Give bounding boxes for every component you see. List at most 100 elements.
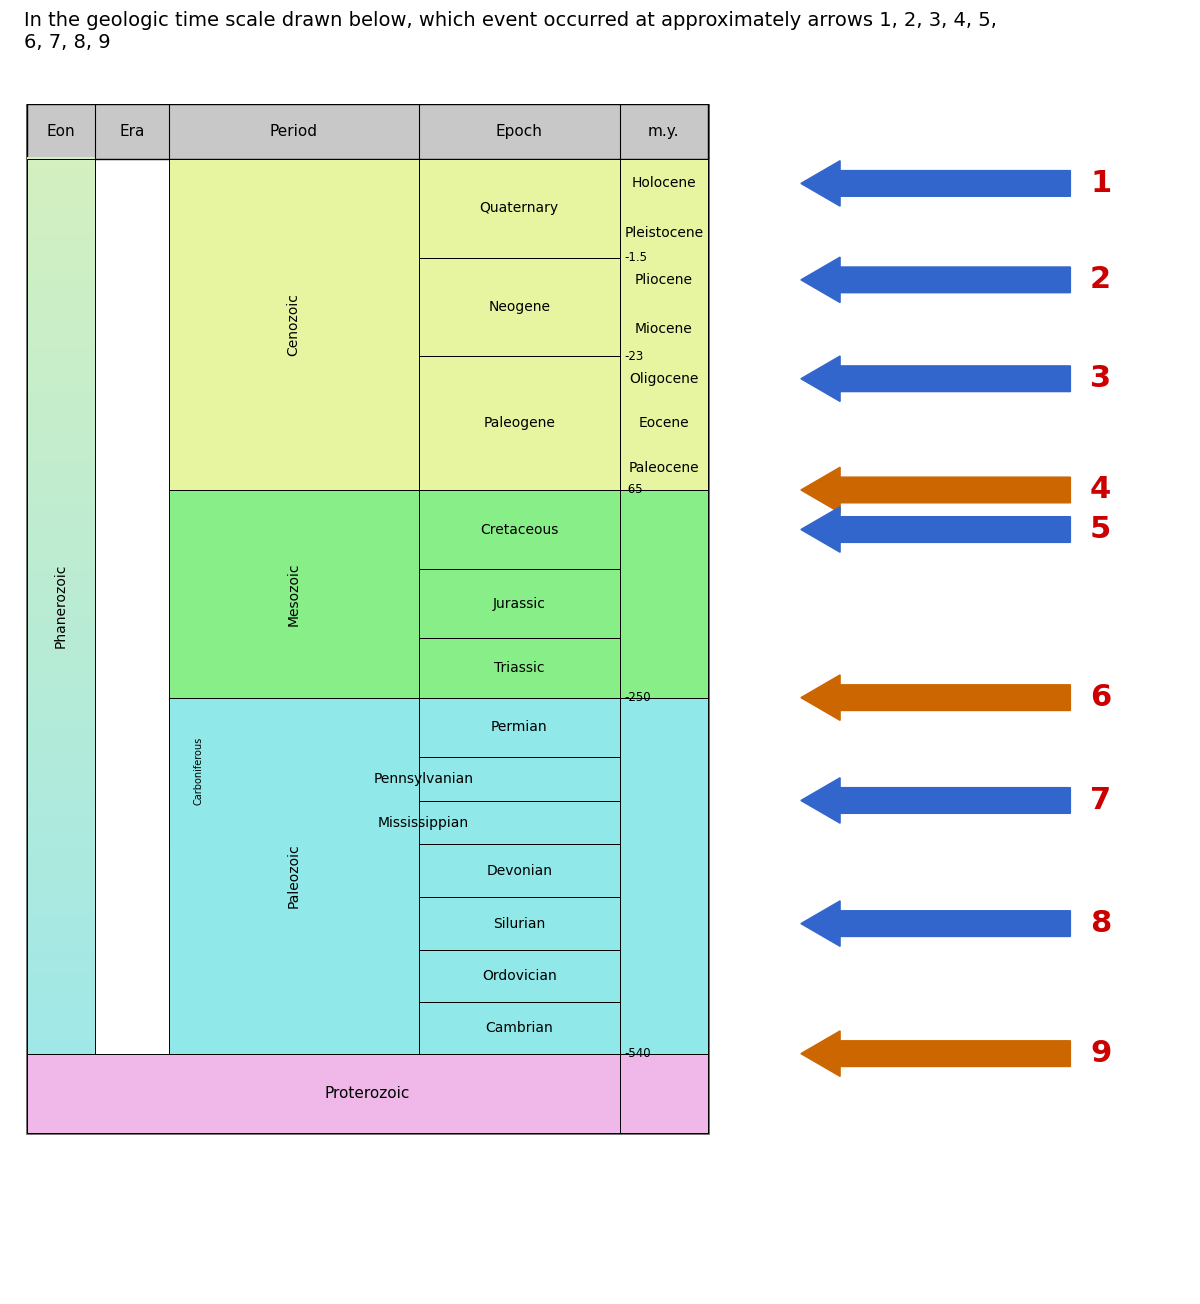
Bar bbox=[26, 838, 95, 853]
Bar bbox=[26, 682, 95, 695]
Bar bbox=[619, 949, 708, 1003]
Bar bbox=[619, 446, 708, 490]
Bar bbox=[26, 391, 95, 404]
Text: Phanerozoic: Phanerozoic bbox=[54, 565, 68, 648]
Bar bbox=[26, 347, 95, 360]
Text: Mississippian: Mississippian bbox=[378, 816, 469, 829]
Bar bbox=[419, 844, 619, 897]
Bar bbox=[26, 760, 95, 775]
Bar bbox=[26, 235, 95, 248]
FancyArrow shape bbox=[800, 777, 1070, 823]
Bar bbox=[26, 973, 95, 987]
Bar bbox=[619, 402, 708, 446]
Text: Quaternary: Quaternary bbox=[480, 201, 559, 215]
Bar bbox=[169, 698, 228, 844]
FancyArrow shape bbox=[800, 467, 1070, 512]
Text: Pleistocene: Pleistocene bbox=[624, 226, 703, 240]
Bar bbox=[619, 1054, 708, 1133]
Bar bbox=[26, 415, 95, 428]
Text: Proterozoic: Proterozoic bbox=[324, 1086, 410, 1101]
Text: 65: 65 bbox=[624, 484, 643, 497]
Bar bbox=[26, 156, 95, 170]
Bar bbox=[26, 493, 95, 506]
Bar bbox=[619, 159, 708, 490]
Bar bbox=[26, 806, 95, 819]
Bar bbox=[26, 728, 95, 741]
Bar bbox=[26, 816, 95, 829]
Bar bbox=[619, 638, 708, 698]
Bar bbox=[26, 571, 95, 584]
Bar bbox=[419, 569, 619, 638]
Text: Eon: Eon bbox=[47, 124, 76, 140]
Text: Cretaceous: Cretaceous bbox=[480, 523, 558, 536]
Bar bbox=[26, 168, 95, 181]
Text: Carboniferous: Carboniferous bbox=[193, 737, 203, 805]
Text: 8: 8 bbox=[1090, 909, 1111, 938]
Bar bbox=[228, 802, 619, 844]
Bar bbox=[26, 202, 95, 215]
Bar bbox=[228, 756, 619, 802]
Bar bbox=[26, 604, 95, 617]
Bar bbox=[26, 526, 95, 539]
Text: -540: -540 bbox=[624, 1047, 652, 1060]
Bar bbox=[26, 257, 95, 270]
Bar bbox=[26, 750, 95, 763]
Bar bbox=[619, 490, 708, 569]
Text: Holocene: Holocene bbox=[631, 176, 696, 190]
Bar bbox=[26, 906, 95, 919]
FancyArrow shape bbox=[800, 1031, 1070, 1076]
Bar bbox=[26, 190, 95, 203]
Bar bbox=[26, 104, 708, 1133]
Text: Paleocene: Paleocene bbox=[629, 460, 700, 475]
Text: 5: 5 bbox=[1090, 515, 1111, 544]
Bar bbox=[619, 756, 708, 802]
Bar bbox=[26, 940, 95, 953]
Bar bbox=[26, 772, 95, 785]
Bar bbox=[419, 1003, 619, 1054]
Bar bbox=[419, 490, 619, 569]
Bar bbox=[26, 1018, 95, 1031]
Bar bbox=[619, 569, 708, 638]
Bar bbox=[26, 481, 95, 494]
Bar bbox=[26, 159, 95, 1054]
Bar bbox=[169, 490, 419, 698]
FancyArrow shape bbox=[800, 675, 1070, 720]
FancyArrow shape bbox=[800, 901, 1070, 947]
Bar bbox=[619, 897, 708, 949]
Bar bbox=[26, 359, 95, 372]
Bar bbox=[26, 1054, 708, 1133]
Bar bbox=[419, 698, 619, 756]
Bar bbox=[619, 209, 708, 258]
Bar bbox=[26, 705, 95, 719]
Bar bbox=[26, 996, 95, 1009]
Bar bbox=[26, 291, 95, 304]
Bar bbox=[619, 258, 708, 303]
Bar bbox=[26, 615, 95, 629]
Text: Devonian: Devonian bbox=[486, 863, 552, 878]
Text: Paleogene: Paleogene bbox=[484, 416, 556, 430]
Bar bbox=[619, 159, 708, 209]
Text: 1: 1 bbox=[1090, 170, 1111, 198]
Bar bbox=[26, 403, 95, 416]
Bar bbox=[26, 335, 95, 349]
Bar bbox=[26, 638, 95, 651]
Bar bbox=[419, 897, 619, 949]
Text: Neogene: Neogene bbox=[488, 300, 550, 314]
Bar bbox=[26, 515, 95, 528]
Bar bbox=[26, 794, 95, 807]
Bar bbox=[26, 425, 95, 438]
Bar bbox=[619, 490, 708, 698]
Bar bbox=[419, 638, 619, 698]
Bar bbox=[169, 698, 419, 1054]
Bar bbox=[26, 626, 95, 640]
Bar bbox=[619, 698, 708, 1054]
Bar bbox=[26, 1007, 95, 1020]
Bar bbox=[26, 313, 95, 326]
Bar bbox=[26, 660, 95, 673]
Bar bbox=[26, 246, 95, 259]
Text: m.y.: m.y. bbox=[648, 124, 679, 140]
Text: Miocene: Miocene bbox=[635, 322, 692, 336]
Bar bbox=[26, 985, 95, 998]
Bar bbox=[26, 962, 95, 975]
Bar bbox=[26, 884, 95, 897]
